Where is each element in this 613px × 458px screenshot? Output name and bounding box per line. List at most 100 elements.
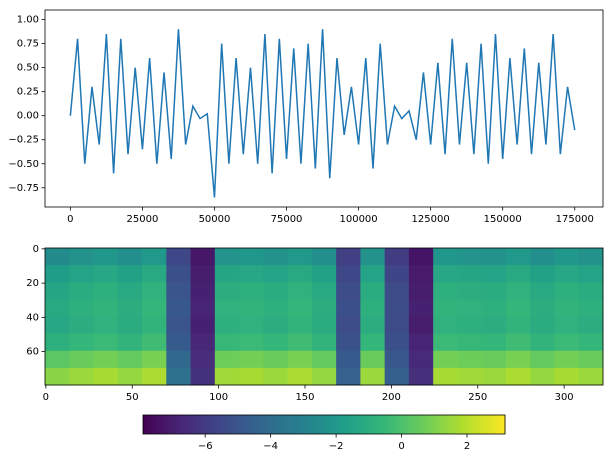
heat-cell: [287, 282, 313, 300]
heat-cell: [190, 333, 216, 352]
colorbar-step: [149, 415, 153, 434]
heat-cell: [263, 333, 289, 352]
heat-cell: [142, 316, 167, 335]
heat-cell: [117, 316, 143, 335]
heat-cell: [117, 350, 143, 369]
heat-cell: [505, 248, 531, 266]
heat-cell: [433, 265, 458, 283]
colorbar-tick-label: 2: [464, 441, 470, 452]
heat-cell: [93, 350, 119, 369]
colorbar-step: [354, 415, 358, 434]
heat-cell: [214, 333, 240, 352]
heat-cell: [93, 282, 119, 300]
heat-cell: [408, 282, 434, 300]
heat-cell: [93, 316, 119, 335]
colorbar-step: [311, 415, 316, 434]
colorbar-step: [176, 415, 180, 434]
heat-cell: [433, 299, 458, 317]
heat-cell: [69, 299, 94, 317]
colorbar-step: [426, 415, 431, 434]
colorbar-tick-label: 0: [398, 441, 404, 452]
heat-cell: [311, 265, 337, 283]
heat-cell: [554, 333, 580, 352]
heat-cell: [360, 282, 386, 300]
y-tick-label: 40: [26, 312, 39, 323]
plot-frame: [44, 9, 604, 208]
x-tick-label: 0: [43, 392, 49, 403]
heat-cell: [408, 350, 434, 369]
heat-cell: [166, 282, 191, 300]
heat-cell: [214, 299, 240, 317]
heat-cell: [93, 367, 119, 386]
heat-cell: [481, 282, 507, 300]
heat-cell: [287, 367, 313, 386]
colorbar-step: [480, 415, 485, 434]
y-tick-label: −0.25: [8, 135, 39, 146]
heat-cell: [408, 248, 434, 266]
heat-cell: [69, 350, 94, 369]
colorbar-step: [429, 415, 434, 434]
y-tick-label: −0.50: [8, 159, 39, 170]
heat-cell: [481, 333, 507, 352]
heat-cell: [166, 333, 191, 352]
y-tick-label: 60: [26, 347, 39, 358]
heat-cell: [93, 265, 119, 283]
colorbar-step: [161, 415, 165, 434]
heat-cell: [384, 248, 410, 266]
heat-cell: [117, 333, 143, 352]
heat-cell: [360, 248, 386, 266]
colorbar-step: [492, 415, 497, 434]
heat-cell: [384, 350, 410, 369]
colorbar-step: [435, 415, 440, 434]
colorbar-step: [381, 415, 385, 434]
colorbar-step: [197, 415, 201, 434]
colorbar-step: [366, 415, 370, 434]
heat-cell: [530, 265, 555, 283]
colorbar-step: [242, 415, 247, 434]
heat-cell: [190, 248, 216, 266]
heat-cell: [530, 282, 555, 300]
colorbar-step: [254, 415, 259, 434]
heat-cell: [336, 265, 361, 283]
x-tick-label: 300: [555, 392, 574, 403]
colorbar-step: [432, 415, 437, 434]
heat-cell: [336, 333, 361, 352]
heat-cell: [45, 299, 70, 317]
colorbar-step: [483, 415, 488, 434]
heat-cell: [433, 333, 458, 352]
heat-cell: [69, 282, 94, 300]
colorbar-step: [305, 415, 310, 434]
colorbar-step: [218, 415, 222, 434]
colorbar-step: [450, 415, 455, 434]
heat-cell: [239, 265, 264, 283]
heat-cell: [336, 299, 361, 317]
heat-cell: [336, 316, 361, 335]
colorbar-step: [233, 415, 238, 434]
heat-cell: [457, 350, 483, 369]
heat-cell: [457, 265, 483, 283]
colorbar-step: [272, 415, 277, 434]
colorbar-step: [146, 415, 150, 434]
x-tick-label: 50: [126, 392, 139, 403]
colorbar-step: [438, 415, 443, 434]
heat-cell: [117, 367, 143, 386]
heat-cell: [117, 248, 143, 266]
heat-cell: [360, 299, 386, 317]
heat-cell: [166, 265, 191, 283]
x-tick-label: 75000: [271, 214, 303, 225]
heat-cell: [93, 248, 119, 266]
heat-cell: [311, 333, 337, 352]
heat-cell: [287, 265, 313, 283]
heat-cell: [408, 367, 434, 386]
colorbar-step: [320, 415, 325, 434]
heat-cell: [190, 350, 216, 369]
colorbar-step: [212, 415, 216, 434]
heat-cell: [239, 350, 264, 369]
colorbar-step: [191, 415, 195, 434]
heat-cell: [505, 265, 531, 283]
heat-cell: [214, 265, 240, 283]
heat-cell: [481, 350, 507, 369]
heat-cell: [311, 367, 337, 386]
colorbar-step: [185, 415, 189, 434]
colorbar-step: [405, 415, 409, 434]
